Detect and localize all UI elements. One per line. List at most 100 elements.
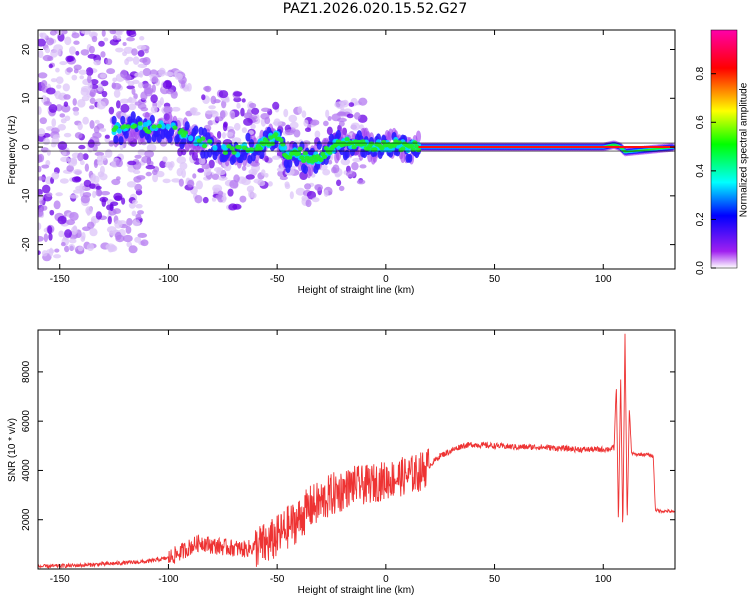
ridge-cell <box>207 139 213 144</box>
ridge-cell <box>368 141 375 146</box>
noise-blob <box>226 132 234 137</box>
noise-blob <box>115 30 123 36</box>
noise-blob <box>93 20 98 25</box>
noise-blob <box>55 104 63 112</box>
noise-blob <box>86 243 95 251</box>
noise-blob <box>104 134 110 139</box>
snr-plot-area <box>38 333 675 569</box>
noise-blob <box>350 122 361 131</box>
noise-blob <box>140 5 145 11</box>
noise-blob <box>144 88 153 97</box>
noise-blob <box>134 236 142 243</box>
noise-blob <box>68 46 76 55</box>
y-tick-label: 8000 <box>21 360 32 383</box>
noise-blob <box>241 127 248 134</box>
noise-blob <box>123 10 129 18</box>
y-tick-label: 2000 <box>21 508 32 531</box>
noise-blob <box>99 173 108 181</box>
noise-blob <box>245 174 255 180</box>
noise-blob <box>132 199 138 205</box>
noise-blob <box>107 245 114 253</box>
noise-blob <box>301 110 307 118</box>
noise-blob <box>77 152 84 162</box>
noise-blob <box>87 139 95 148</box>
noise-blob <box>112 35 117 41</box>
snr-frame <box>37 329 676 570</box>
noise-blob <box>51 21 59 28</box>
noise-blob <box>89 120 95 129</box>
noise-blob <box>126 37 135 42</box>
ridge-cell <box>130 111 136 121</box>
ridge-cell <box>188 135 194 142</box>
noise-blob <box>142 68 152 77</box>
noise-blob <box>39 17 45 23</box>
noise-blob <box>51 118 57 128</box>
noise-blob <box>79 75 85 80</box>
noise-blob <box>120 69 128 79</box>
noise-blob <box>72 106 80 112</box>
noise-blob <box>348 102 355 107</box>
noise-blob <box>114 219 123 229</box>
noise-blob <box>122 234 133 243</box>
noise-blob <box>93 159 99 168</box>
noise-blob <box>88 31 98 38</box>
noise-blob <box>82 116 89 125</box>
noise-blob <box>101 30 106 37</box>
noise-blob <box>45 30 47 31</box>
noise-blob <box>40 80 48 88</box>
noise-blob <box>314 184 323 191</box>
noise-blob <box>60 24 69 29</box>
noise-blob <box>152 173 159 183</box>
snr-series-line <box>38 333 675 569</box>
noise-blob <box>272 101 280 110</box>
noise-blob <box>150 94 158 104</box>
ridge-cell <box>229 146 235 151</box>
noise-blob <box>85 206 93 215</box>
ridge-cell <box>619 147 625 150</box>
spectrogram-x-label: Height of straight line (km) <box>298 285 415 296</box>
noise-blob <box>156 170 165 178</box>
snr-y-label: SNR (10 * v/v) <box>7 418 18 482</box>
noise-blob <box>140 106 149 112</box>
noise-blob <box>221 132 226 139</box>
noise-blob <box>334 173 341 178</box>
noise-blob <box>211 173 220 180</box>
noise-blob <box>41 164 50 169</box>
ridge-cell <box>400 146 406 151</box>
ridge-cell <box>379 145 385 151</box>
noise-blob <box>142 16 151 22</box>
chart-title: PAZ1.2026.020.15.52.G27 <box>282 1 468 17</box>
noise-blob <box>125 226 132 234</box>
ridge-cell <box>301 158 307 164</box>
ridge-cell <box>344 137 350 142</box>
noise-blob <box>139 36 145 41</box>
ridge-cell <box>335 129 342 139</box>
noise-blob <box>93 125 100 134</box>
ridge-cell <box>113 125 119 130</box>
noise-blob <box>136 175 146 180</box>
noise-blob <box>104 16 108 24</box>
noise-blob <box>59 113 66 118</box>
ridge-cell <box>167 134 173 144</box>
noise-blob <box>65 219 76 226</box>
noise-blob <box>111 82 122 90</box>
noise-blob <box>63 11 69 18</box>
noise-blob <box>42 137 50 146</box>
noise-blob <box>38 207 44 217</box>
noise-blob <box>38 222 42 231</box>
noise-blob <box>71 74 78 81</box>
noise-blob <box>293 129 301 138</box>
noise-blob <box>100 80 109 87</box>
y-tick-label: 4000 <box>21 459 32 482</box>
noise-blob <box>73 68 79 74</box>
ridge-cell <box>146 119 152 126</box>
noise-blob <box>38 38 47 47</box>
noise-blob <box>271 155 281 160</box>
noise-blob <box>63 26 71 30</box>
noise-blob <box>181 80 186 89</box>
noise-blob <box>92 190 97 199</box>
noise-blob <box>38 106 42 115</box>
noise-blob <box>38 235 44 242</box>
noise-blob <box>208 159 215 169</box>
noise-blob <box>251 107 260 115</box>
